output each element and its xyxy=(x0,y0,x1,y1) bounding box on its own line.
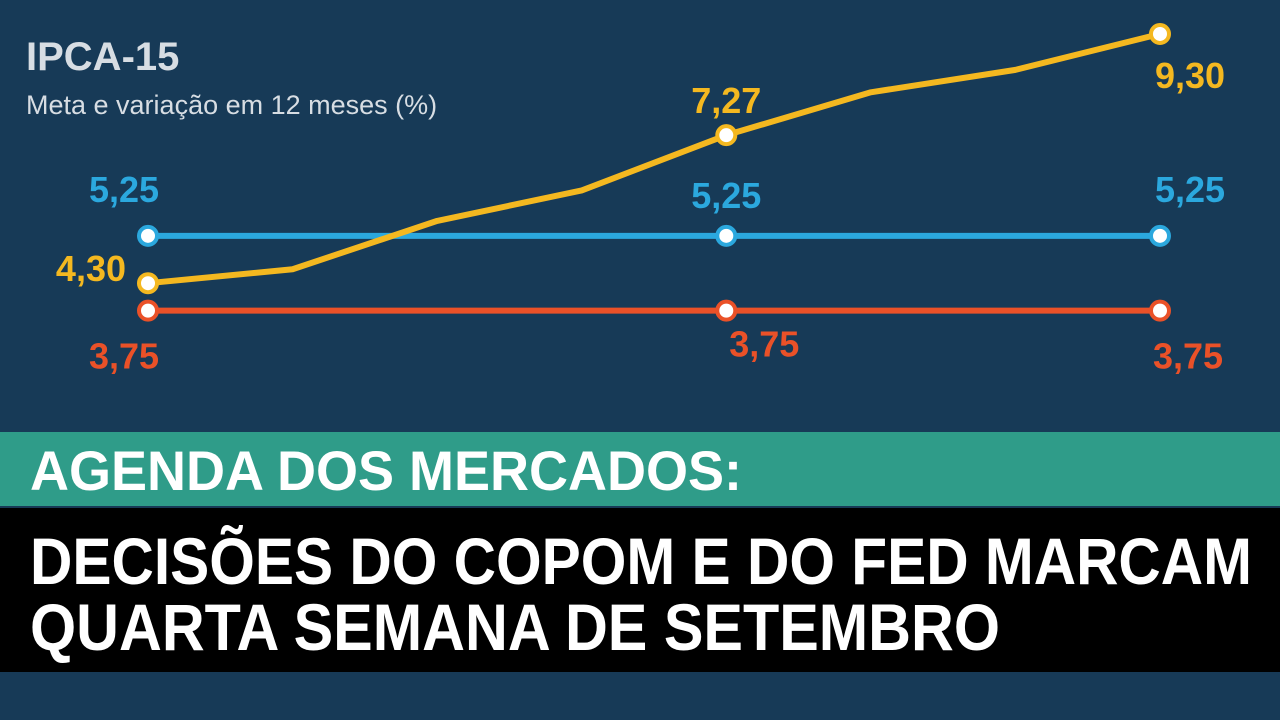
kicker: AGENDA DOS MERCADOS: xyxy=(30,439,742,502)
headline-bar xyxy=(0,508,1280,672)
value-label: 5,25 xyxy=(1155,169,1225,210)
value-label: 4,30 xyxy=(56,248,126,289)
value-label: 7,27 xyxy=(691,80,761,121)
value-label: 3,75 xyxy=(1153,336,1223,377)
value-label: 3,75 xyxy=(729,324,799,365)
plot: 5,25 5,25 5,25 3,75 3,75 3,75 4,30 7,27 9,30 xyxy=(56,22,1225,377)
point xyxy=(1149,299,1171,322)
point xyxy=(137,224,159,247)
value-label: 5,25 xyxy=(89,169,159,210)
point xyxy=(1149,22,1171,45)
headline-line: QUARTA SEMANA DE SETEMBRO xyxy=(30,590,1000,664)
value-label: 5,25 xyxy=(691,175,761,216)
headline-line: DECISÕES DO COPOM E DO FED MARCAM xyxy=(30,524,1252,598)
chart-title: IPCA-15 xyxy=(26,35,179,79)
series-line xyxy=(147,31,1161,287)
point xyxy=(715,299,738,322)
point xyxy=(137,272,159,295)
point xyxy=(1149,224,1171,247)
value-label: 9,30 xyxy=(1155,55,1225,96)
value-label: 3,75 xyxy=(89,336,159,377)
chart-subtitle: Meta e variação em 12 meses (%) xyxy=(26,90,437,120)
kicker-bar xyxy=(0,432,1280,506)
point xyxy=(715,224,738,247)
point xyxy=(715,124,738,147)
point xyxy=(137,299,159,322)
